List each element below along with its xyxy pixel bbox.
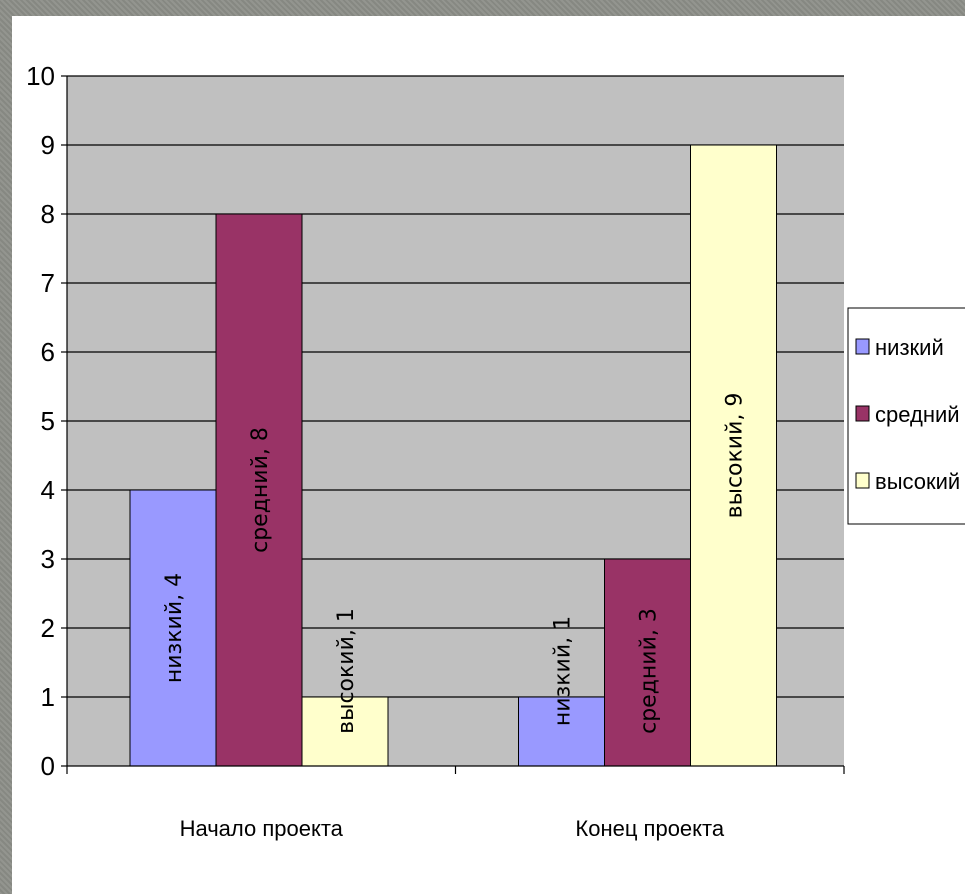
legend-swatch-средний (855, 405, 870, 422)
legend-swatch-высокий (855, 472, 870, 489)
y-tick-label: 0 (41, 751, 55, 781)
bar-высокий-1[interactable] (301, 696, 389, 767)
y-tick-label: 9 (41, 130, 55, 160)
data-label-средний: средний, 8 (248, 427, 273, 553)
y-tick-label: 6 (41, 337, 55, 367)
x-category-label: Начало проекта (180, 816, 344, 841)
y-tick-label: 1 (41, 682, 55, 712)
data-label-высокий: высокий, 1 (334, 608, 359, 734)
bar-chart: 0 1 2 3 4 5 6 7 8 9 10 Начало проекта Конец проекта н… (26, 61, 965, 841)
y-tick-label: 8 (41, 199, 55, 229)
data-label-низкий: низкий, 1 (551, 616, 576, 726)
data-label-средний: средний, 3 (637, 608, 662, 734)
x-category-label: Конец проекта (575, 816, 724, 841)
chart-panel: 0 1 2 3 4 5 6 7 8 9 10 Начало проекта Конец проекта н… (12, 16, 965, 894)
data-label-низкий: низкий, 4 (162, 573, 187, 683)
bar-средний-2[interactable] (604, 558, 691, 767)
y-tick-label: 3 (41, 544, 55, 574)
legend-label-средний: средний (875, 402, 960, 427)
legend-label-высокий: высокий (875, 469, 960, 494)
y-tick-label: 4 (41, 475, 55, 505)
y-tick-label: 5 (41, 406, 55, 436)
legend-label-низкий: низкий (875, 335, 944, 360)
legend-swatch-низкий (855, 338, 870, 355)
bar-низкий-1[interactable] (129, 489, 217, 767)
data-label-высокий: высокий, 9 (723, 393, 748, 519)
y-tick-label: 7 (41, 268, 55, 298)
y-tick-label: 2 (41, 613, 55, 643)
bar-средний-1[interactable] (215, 213, 303, 767)
y-tick-label: 10 (26, 61, 55, 91)
